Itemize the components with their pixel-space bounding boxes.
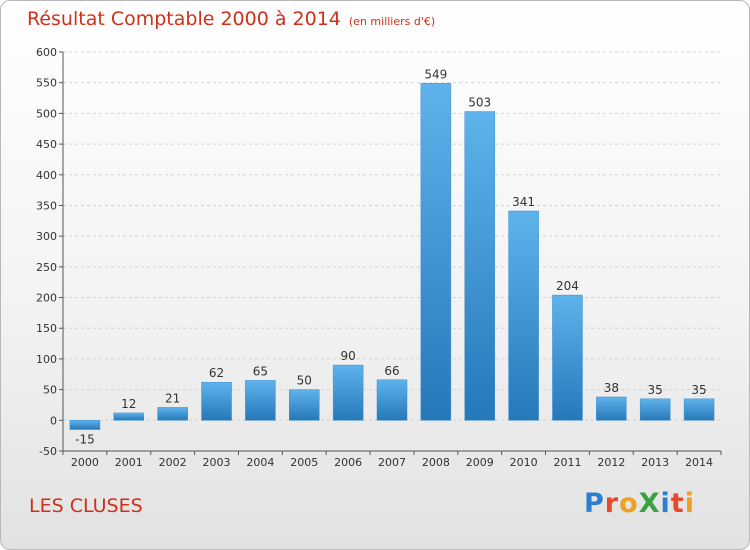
y-tick-label: 550 (36, 77, 57, 90)
logo-letter: i (660, 488, 671, 519)
bar (332, 364, 364, 421)
logo-letter: t (670, 488, 685, 519)
bar (289, 389, 320, 421)
data-label: 12 (121, 397, 136, 411)
y-tick-label: 400 (36, 169, 57, 182)
x-tick-label: 2013 (641, 456, 669, 469)
x-tick-label: 2005 (290, 456, 318, 469)
x-tick-label: 2004 (246, 456, 274, 469)
data-label: 35 (648, 383, 663, 397)
y-tick-label: 100 (36, 353, 57, 366)
y-tick-label: 150 (36, 322, 57, 335)
chart-unit: (en milliers d'€) (348, 15, 436, 28)
data-label: 62 (209, 366, 224, 380)
data-label: 503 (468, 96, 491, 110)
y-tick-label: 450 (36, 138, 57, 151)
bar (552, 294, 583, 421)
logo-letter: X (638, 488, 661, 519)
data-label: 204 (556, 279, 579, 293)
bar (69, 420, 101, 430)
y-tick-label: 0 (50, 414, 57, 427)
x-tick-label: 2010 (510, 456, 538, 469)
y-tick-label: -50 (39, 445, 57, 458)
data-label: 90 (340, 349, 355, 363)
x-tick-label: 2000 (71, 456, 99, 469)
x-tick-label: 2007 (378, 456, 406, 469)
data-label: 65 (253, 364, 268, 378)
data-label: 66 (384, 364, 399, 378)
data-label: 38 (604, 381, 619, 395)
logo-letter: P (584, 488, 605, 519)
bar (683, 398, 715, 421)
x-tick-label: 2011 (553, 456, 581, 469)
chart-title: Résultat Comptable 2000 à 2014 (en millie… (27, 8, 435, 30)
bar (113, 412, 145, 421)
y-tick-label: 300 (36, 230, 57, 243)
data-label: 50 (297, 374, 312, 388)
x-tick-label: 2002 (159, 456, 187, 469)
x-tick-label: 2006 (334, 456, 362, 469)
data-label: 35 (691, 383, 706, 397)
y-tick-label: 350 (36, 199, 57, 212)
x-tick-label: 2003 (203, 456, 231, 469)
bar (157, 407, 188, 421)
y-tick-label: 200 (36, 292, 57, 305)
logo-letter: i (684, 488, 695, 519)
chart-title-text: Résultat Comptable 2000 à 2014 (27, 8, 341, 30)
bar (508, 210, 539, 421)
x-tick-label: 2014 (685, 456, 713, 469)
bar (639, 398, 671, 421)
y-tick-label: 250 (36, 261, 57, 274)
bar (245, 380, 276, 421)
y-tick-label: 600 (36, 46, 57, 59)
x-tick-label: 2009 (466, 456, 494, 469)
y-tick-label: 500 (36, 107, 57, 120)
bar (201, 381, 232, 421)
bar (376, 379, 408, 421)
data-label: -15 (75, 433, 95, 447)
bar (596, 396, 627, 421)
data-label: 21 (165, 391, 180, 405)
data-label: 549 (424, 67, 447, 81)
x-tick-label: 2001 (115, 456, 143, 469)
proxiti-logo[interactable]: ProXiti (584, 488, 695, 519)
city-name: LES CLUSES (29, 495, 143, 517)
y-tick-label: 50 (43, 384, 57, 397)
bar (464, 111, 495, 421)
x-tick-label: 2012 (597, 456, 625, 469)
x-tick-label: 2008 (422, 456, 450, 469)
data-label: 341 (512, 195, 535, 209)
bar (420, 83, 452, 421)
logo-letter: r (604, 488, 620, 519)
logo-letter: o (619, 488, 639, 519)
